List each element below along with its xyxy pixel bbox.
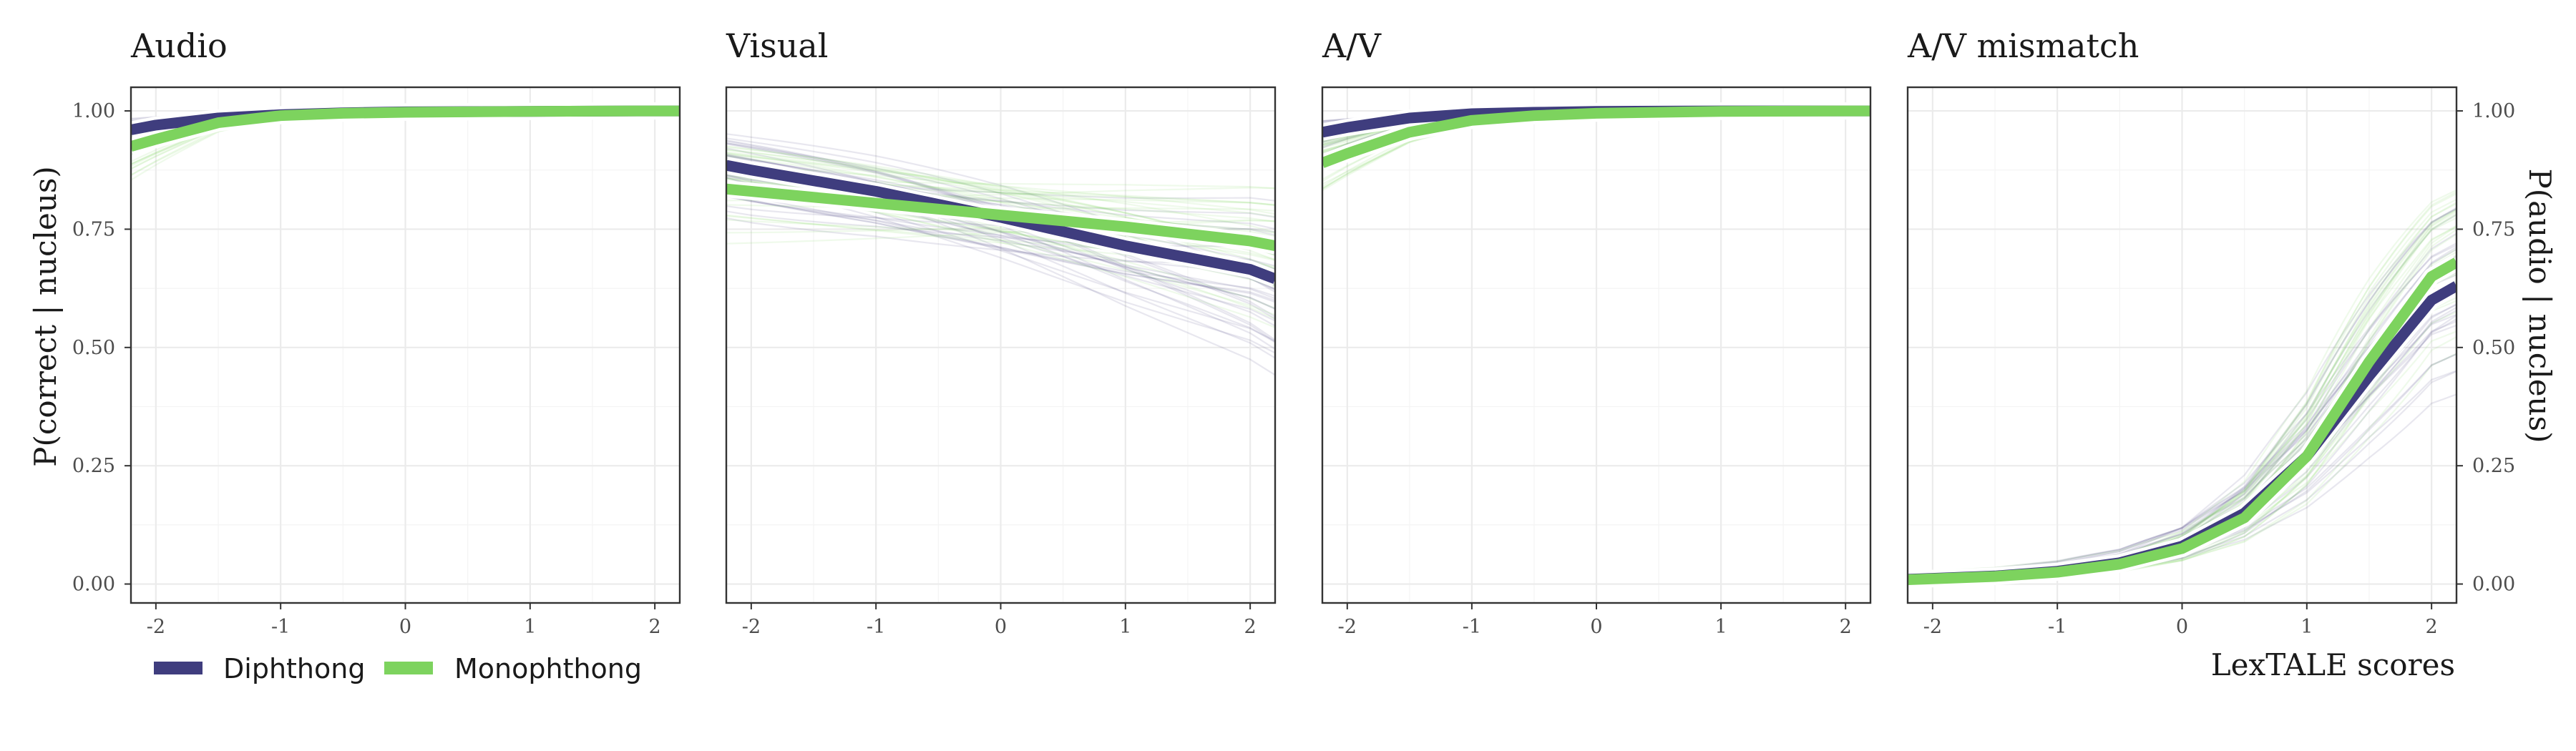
panel-lines — [1908, 189, 2457, 589]
panel-1: -2 -1 0 1 2 0.00 0.25 0.50 0.75 1.00 Audio P(correc… — [28, 26, 681, 638]
y-tick-label: 0.50 — [2472, 337, 2515, 359]
x-tick-label: -2 — [147, 616, 165, 638]
sample-line — [726, 210, 1275, 251]
mean-line-monophthong — [726, 183, 1275, 251]
x-tick-label: -2 — [742, 616, 761, 638]
x-tick-label: -2 — [1338, 616, 1357, 638]
y-tick-label: 0.25 — [72, 455, 115, 477]
x-tick-label: 1 — [1119, 616, 1131, 638]
panel-lines — [1322, 102, 1870, 192]
mean-line-monophthong — [1908, 257, 2457, 586]
legend-swatch-diphthong — [154, 662, 203, 674]
panel-lines — [131, 102, 680, 181]
sample-line — [726, 220, 1275, 245]
sample-line — [726, 133, 1275, 285]
y-tick-label: 1.00 — [2472, 100, 2515, 122]
y-axis-title-right: P(audio | nucleus) — [2522, 168, 2557, 443]
y-tick-label: 0.50 — [72, 337, 115, 359]
panel-2: -2 -1 0 1 2 Visual — [725, 26, 1277, 638]
sample-line — [726, 219, 1275, 234]
sample-line — [726, 195, 1275, 297]
x-tick-label: 0 — [995, 616, 1007, 638]
y-tick-label: 0.75 — [2472, 218, 2515, 240]
x-tick-label: -1 — [271, 616, 290, 638]
panel-lines — [726, 133, 1275, 376]
legend-label-monophthong: Monophthong — [454, 653, 642, 684]
mean-line-monophthong — [1322, 105, 1870, 168]
legend-swatch-monophthong — [384, 662, 433, 674]
x-tick-label: 2 — [2426, 616, 2438, 638]
x-axis-title: LexTALE scores — [2211, 647, 2455, 682]
x-tick-label: 0 — [2176, 616, 2188, 638]
x-tick-label: 2 — [1840, 616, 1852, 638]
y-tick-label: 1.00 — [72, 100, 115, 122]
x-tick-label: 1 — [1714, 616, 1727, 638]
sample-line — [726, 195, 1275, 281]
panel-4: -2 -1 0 1 2 0.00 0.25 0.50 0.75 1.00 A/V mismatch P… — [1906, 26, 2557, 682]
x-tick-label: 0 — [1590, 616, 1602, 638]
x-tick-label: -1 — [1463, 616, 1481, 638]
x-tick-label: -2 — [1923, 616, 1942, 638]
sample-line — [726, 154, 1275, 233]
x-tick-label: 2 — [649, 616, 661, 638]
mean-line-monophthong — [131, 105, 680, 152]
sample-line — [726, 145, 1275, 277]
x-tick-label: 1 — [524, 616, 536, 638]
x-tick-label: 0 — [399, 616, 411, 638]
panel-title: Audio — [130, 26, 228, 65]
legend-label-diphthong: Diphthong — [223, 653, 365, 684]
panel-title: A/V — [1322, 26, 1382, 65]
panel-title: A/V mismatch — [1907, 26, 2139, 65]
sample-line — [726, 193, 1275, 302]
sample-line — [726, 163, 1275, 215]
x-tick-label: 1 — [2301, 616, 2313, 638]
chart-panels: -2 -1 0 1 2 0.00 0.25 0.50 0.75 1.00 Audio P(correc… — [28, 26, 2557, 682]
y-axis-title: P(correct | nucleus) — [28, 166, 63, 467]
x-tick-label: -1 — [867, 616, 885, 638]
y-tick-label: 0.00 — [72, 574, 115, 596]
y-tick-label: 0.75 — [72, 218, 115, 240]
panel-title: Visual — [726, 26, 829, 65]
y-tick-label: 0.00 — [2472, 574, 2515, 596]
y-tick-label: 0.25 — [2472, 455, 2515, 477]
panel-3: -2 -1 0 1 2 A/V — [1321, 26, 1872, 638]
sample-line — [726, 154, 1275, 270]
chart-legend: Diphthong Monophthong — [154, 653, 642, 684]
x-tick-label: -1 — [2048, 616, 2067, 638]
sample-line — [726, 190, 1275, 303]
x-tick-label: 2 — [1244, 616, 1257, 638]
